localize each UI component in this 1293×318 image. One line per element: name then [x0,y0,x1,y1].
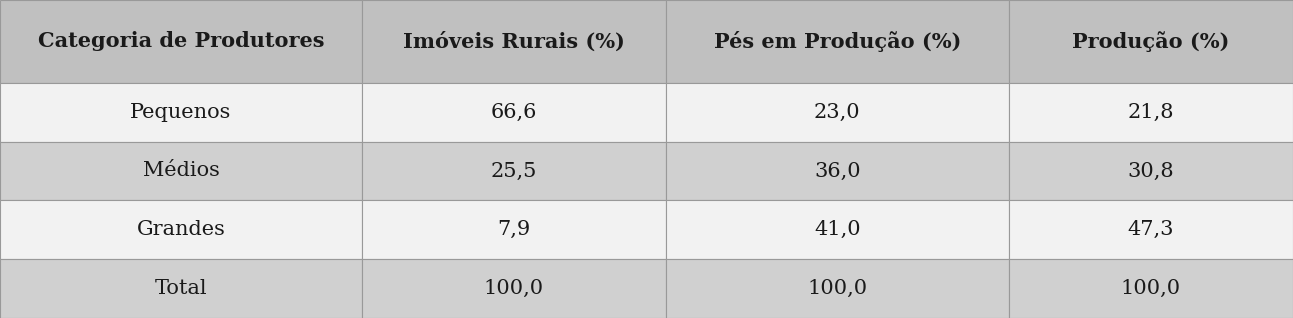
Bar [666,259,1009,318]
Bar [0,0,362,83]
Bar [666,83,1009,142]
Text: Pequenos: Pequenos [131,103,231,121]
Bar [0,259,362,318]
Text: 47,3: 47,3 [1127,220,1174,239]
Text: Médios: Médios [142,162,220,180]
Bar [1009,0,1293,83]
Text: 30,8: 30,8 [1127,162,1174,180]
Text: Total: Total [155,279,207,298]
Text: Categoria de Produtores: Categoria de Produtores [37,31,325,51]
Text: 100,0: 100,0 [484,279,544,298]
Text: Pés em Produção (%): Pés em Produção (%) [714,31,961,52]
Text: Grandes: Grandes [137,220,225,239]
Text: 100,0: 100,0 [807,279,868,298]
Text: Produção (%): Produção (%) [1072,31,1230,52]
Text: 66,6: 66,6 [491,103,537,121]
Text: 7,9: 7,9 [498,220,530,239]
Text: Imóveis Rurais (%): Imóveis Rurais (%) [403,31,625,52]
Bar [1009,83,1293,142]
Text: 23,0: 23,0 [813,103,861,121]
Bar [362,83,666,142]
Bar [666,0,1009,83]
Bar [362,200,666,259]
Text: 25,5: 25,5 [491,162,537,180]
Bar [0,200,362,259]
Bar [362,142,666,200]
Text: 100,0: 100,0 [1121,279,1181,298]
Text: 41,0: 41,0 [813,220,861,239]
Bar [0,83,362,142]
Text: 36,0: 36,0 [813,162,861,180]
Bar [362,259,666,318]
Text: 21,8: 21,8 [1127,103,1174,121]
Bar [1009,259,1293,318]
Bar [666,142,1009,200]
Bar [0,142,362,200]
Bar [666,200,1009,259]
Bar [362,0,666,83]
Bar [1009,142,1293,200]
Bar [1009,200,1293,259]
